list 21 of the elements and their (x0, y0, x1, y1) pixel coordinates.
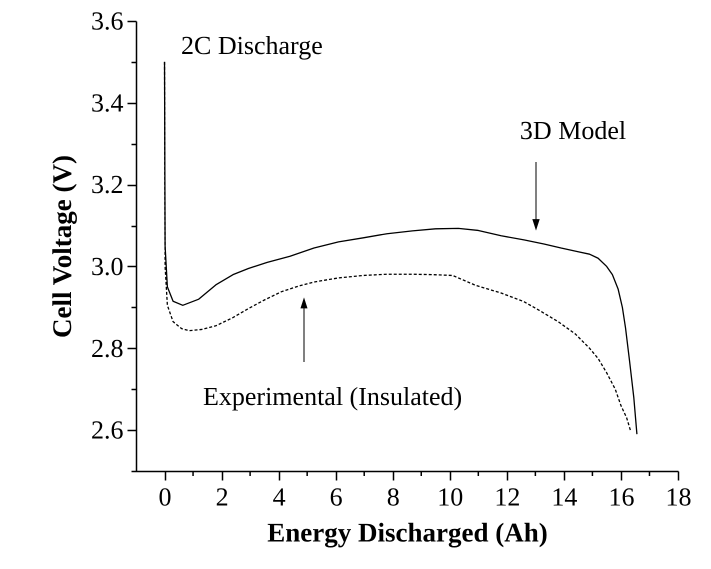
y-tick-label: 3.6 (91, 6, 124, 36)
x-tick-label: 10 (437, 482, 464, 512)
y-tick-label: 2.8 (91, 334, 124, 363)
x-tick-label: 0 (158, 482, 172, 512)
y-tick-label: 3.4 (91, 88, 124, 118)
annotation: 3D Model (520, 116, 626, 145)
x-tick-label: 18 (666, 482, 692, 512)
y-tick-label: 2.6 (91, 416, 124, 445)
x-tick-label: 2 (216, 482, 229, 512)
x-tick-label: 4 (272, 482, 286, 512)
x-axis-title: Energy Discharged (Ah) (267, 518, 548, 548)
x-tick-label: 8 (386, 482, 400, 512)
x-tick-label: 12 (494, 482, 520, 512)
y-tick-label: 3.0 (91, 252, 124, 281)
y-axis-title: Cell Voltage (V) (47, 155, 77, 338)
x-tick-label: 6 (330, 482, 343, 512)
annotation: Experimental (Insulated) (203, 382, 462, 411)
annotation: 2C Discharge (181, 31, 323, 60)
y-tick-label: 3.2 (91, 170, 124, 200)
x-tick-label: 16 (608, 482, 634, 512)
x-tick-label: 14 (551, 482, 578, 512)
